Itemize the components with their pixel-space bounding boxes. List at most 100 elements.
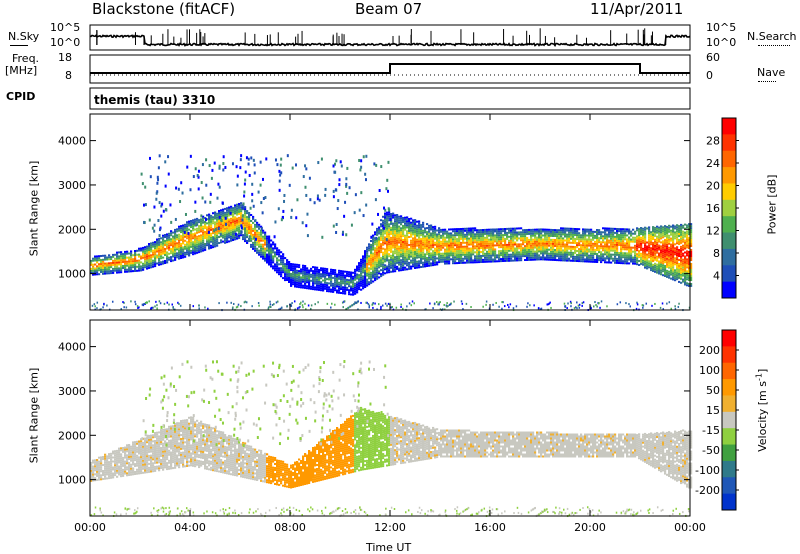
echo-cell: [384, 212, 387, 215]
echo-cell: [678, 276, 681, 279]
echo-cell: [182, 234, 185, 237]
echo-cell: [438, 245, 441, 248]
echo-cell: [196, 245, 199, 248]
echo-cell: [510, 231, 513, 234]
echo-cell: [428, 230, 431, 233]
echo-cell: [210, 238, 213, 241]
echo-cell: [232, 235, 235, 237]
scatter-echo: [175, 186, 178, 190]
echo-cell: [492, 260, 495, 263]
echo-cell: [516, 247, 519, 250]
echo-cell: [432, 232, 435, 235]
echo-cell: [664, 255, 667, 258]
echo-cell: [656, 229, 659, 232]
echo-cell: [504, 242, 507, 244]
echo-cell: [640, 254, 643, 257]
echo-cell: [290, 267, 293, 269]
echo-cell: [242, 222, 245, 225]
echo-cell: [456, 254, 459, 257]
echo-cell: [578, 248, 581, 251]
echo-cell: [224, 229, 227, 232]
echo-cell: [98, 257, 101, 260]
echo-cell: [632, 250, 635, 253]
echo-cell: [470, 241, 473, 244]
echo-cell: [492, 252, 495, 255]
echo-cell: [470, 235, 473, 238]
echo-cell: [152, 259, 155, 262]
echo-cell: [654, 256, 657, 259]
echo-cell: [632, 260, 635, 263]
echo-cell: [402, 241, 405, 243]
echo-cell: [428, 234, 431, 237]
echo-cell: [278, 249, 281, 252]
echo-cell: [626, 256, 629, 259]
echo-cell: [430, 238, 433, 241]
echo-cell: [202, 241, 205, 244]
echo-cell: [466, 235, 469, 238]
echo-cell: [568, 237, 571, 240]
echo-cell: [220, 227, 223, 230]
echo-cell: [298, 272, 301, 275]
echo-cell: [432, 246, 435, 249]
echo-cell: [216, 228, 219, 231]
echo-cell: [580, 236, 583, 239]
echo-cell: [126, 264, 129, 267]
echo-cell: [492, 232, 495, 235]
echo-cell: [464, 255, 467, 258]
echo-cell: [368, 259, 371, 262]
echo-cell: [132, 266, 135, 269]
echo-cell: [158, 255, 161, 258]
scatter-echo: [365, 154, 368, 158]
echo-cell: [260, 253, 263, 256]
echo-cell: [334, 269, 337, 272]
echo-cell: [224, 237, 227, 240]
echo-cell: [336, 291, 339, 294]
echo-cell: [204, 223, 207, 225]
echo-cell: [416, 238, 419, 241]
echo-cell: [126, 268, 129, 271]
echo-cell: [178, 247, 181, 250]
echo-cell: [516, 257, 519, 260]
echo-cell: [602, 239, 605, 242]
echo-cell: [192, 245, 195, 248]
echo-cell: [442, 252, 445, 255]
echo-cell: [558, 249, 561, 252]
echo-cell: [472, 249, 475, 252]
echo-cell: [516, 253, 519, 256]
echo-cell: [218, 214, 221, 216]
echo-cell: [588, 236, 591, 239]
echo-cell: [166, 235, 169, 238]
echo-cell: [384, 222, 387, 225]
echo-cell: [474, 261, 477, 264]
echo-cell: [664, 249, 667, 252]
echo-cell: [222, 236, 225, 239]
echo-cell: [474, 229, 477, 232]
echo-cell: [688, 284, 691, 287]
echo-cell: [438, 261, 441, 264]
echo-cell: [194, 252, 197, 255]
echo-cell: [498, 236, 501, 239]
echo-cell: [642, 253, 645, 256]
echo-cell: [184, 225, 187, 228]
echo-cell: [690, 273, 693, 275]
echo-cell: [482, 233, 485, 235]
echo-cell: [408, 250, 411, 252]
echo-cell: [228, 234, 231, 237]
scatter-echo: [278, 179, 281, 183]
echo-cell: [490, 246, 493, 249]
echo-cell: [166, 245, 169, 248]
echo-cell: [228, 214, 231, 217]
echo-cell: [486, 260, 489, 263]
echo-cell: [386, 267, 389, 270]
echo-cell: [572, 239, 575, 242]
echo-cell: [670, 229, 673, 232]
echo-cell: [588, 250, 591, 253]
echo-cell: [370, 273, 373, 276]
echo-cell: [294, 283, 297, 286]
echo-cell: [444, 242, 447, 245]
echo-cell: [172, 253, 175, 256]
echo-cell: [652, 258, 655, 260]
echo-cell: [146, 257, 149, 260]
echo-cell: [180, 235, 183, 238]
echo-cell: [462, 253, 465, 256]
